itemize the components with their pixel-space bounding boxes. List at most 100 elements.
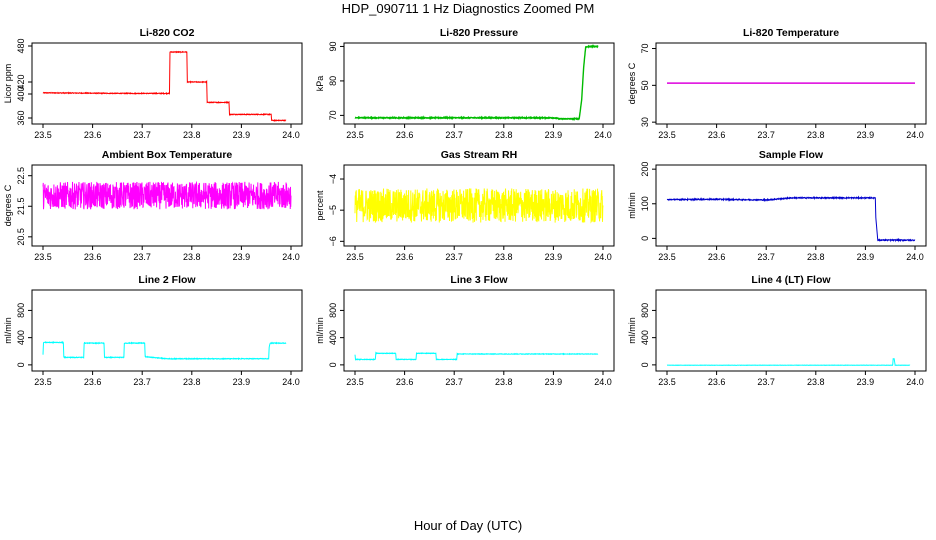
page-title: HDP_090711 1 Hz Diagnostics Zoomed PM: [341, 1, 595, 16]
chart-panel-9: Line 4 (LT) Flow ml/min 23.5 23.6 23.7 23.8 23…: [627, 274, 927, 387]
x-tick-label: 23.8: [495, 130, 513, 140]
y-axis-label: ml/min: [315, 317, 325, 344]
y-tick-label: 50: [640, 80, 650, 90]
series-line: [354, 44, 599, 122]
chart-panel-5: Gas Stream RH percent 23.5 23.6 23.7 23.8 23.9…: [315, 149, 615, 262]
panel-title: Ambient Box Temperature: [102, 149, 233, 161]
chart-panel-1: Li-820 CO2 Licor ppm 23.5 23.6 23.7 23.8 23.9 2…: [3, 27, 303, 140]
x-tick-label: 23.8: [807, 252, 825, 262]
plot-frame: [343, 289, 615, 372]
y-tick-label: 21.5: [16, 197, 26, 215]
y-tick-label: 400: [16, 86, 26, 101]
series-line: [666, 358, 911, 367]
x-tick-label: 23.9: [857, 377, 875, 387]
plot-frame: [655, 42, 927, 125]
x-tick-label: 24.0: [906, 252, 924, 262]
plot-frame: [655, 164, 927, 247]
x-tick-label: 23.5: [658, 377, 676, 387]
x-tick-label: 23.8: [495, 377, 513, 387]
y-tick-label: 0: [328, 362, 338, 367]
x-tick-label: 23.6: [84, 130, 102, 140]
chart-panel-2: Li-820 Pressure kPa 23.5 23.6 23.7 23.8 23.9 24…: [315, 27, 615, 140]
x-tick-label: 23.6: [396, 252, 414, 262]
x-tick-label: 23.7: [133, 252, 151, 262]
x-tick-label: 23.9: [233, 252, 251, 262]
plot-frame: [343, 42, 615, 125]
x-tick-label: 23.6: [84, 252, 102, 262]
x-tick-label: 23.7: [445, 377, 463, 387]
x-tick-label: 23.5: [346, 130, 364, 140]
y-tick-label: −5: [328, 205, 338, 215]
x-tick-label: 23.8: [495, 252, 513, 262]
x-tick-label: 23.5: [34, 252, 52, 262]
x-tick-label: 24.0: [594, 377, 612, 387]
x-tick-label: 24.0: [594, 252, 612, 262]
x-tick-label: 24.0: [906, 130, 924, 140]
series-line: [42, 50, 287, 122]
plot-frame: [31, 289, 303, 372]
panel-title: Line 4 (LT) Flow: [751, 274, 831, 286]
y-tick-label: 90: [328, 41, 338, 51]
y-tick-label: −6: [328, 236, 338, 246]
x-tick-label: 23.6: [396, 130, 414, 140]
x-tick-label: 23.9: [233, 377, 251, 387]
x-tick-label: 23.9: [545, 377, 563, 387]
x-tick-label: 23.7: [757, 130, 775, 140]
y-tick-label: 70: [640, 44, 650, 54]
chart-panel-4: Ambient Box Temperature degrees C 23.5 23.6…: [3, 149, 303, 262]
x-tick-label: 23.8: [807, 377, 825, 387]
y-tick-label: 480: [16, 38, 26, 53]
x-tick-label: 23.7: [757, 252, 775, 262]
y-tick-label: 400: [16, 330, 26, 345]
y-tick-label: 100: [640, 196, 650, 211]
x-tick-label: 23.5: [34, 130, 52, 140]
plot-frame: [31, 164, 303, 247]
y-tick-label: 22.5: [16, 167, 26, 185]
y-tick-label: 0: [640, 236, 650, 241]
y-tick-label: −4: [328, 174, 338, 184]
x-tick-label: 23.9: [857, 130, 875, 140]
panel-title: Li-820 CO2: [140, 27, 195, 39]
x-tick-label: 23.7: [133, 377, 151, 387]
x-tick-label: 23.9: [233, 130, 251, 140]
y-axis-label: degrees C: [627, 62, 637, 104]
y-tick-label: 200: [640, 162, 650, 177]
series-line: [354, 188, 604, 224]
y-axis-label: ml/min: [627, 317, 637, 344]
plot-frame: [655, 289, 927, 372]
x-tick-label: 23.6: [708, 130, 726, 140]
y-tick-label: 800: [328, 303, 338, 318]
x-axis-label: Hour of Day (UTC): [413, 518, 523, 533]
y-axis-label: kPa: [315, 76, 325, 92]
x-tick-label: 23.5: [658, 252, 676, 262]
y-tick-label: 20.5: [16, 228, 26, 246]
x-tick-label: 23.6: [708, 252, 726, 262]
x-tick-label: 24.0: [594, 130, 612, 140]
y-tick-label: 0: [16, 362, 26, 367]
x-tick-label: 23.6: [396, 377, 414, 387]
x-tick-label: 23.7: [757, 377, 775, 387]
x-tick-label: 23.7: [133, 130, 151, 140]
panel-title: Line 2 Flow: [138, 274, 196, 286]
x-tick-label: 23.7: [445, 252, 463, 262]
panel-title: Li-820 Pressure: [440, 27, 518, 39]
plot-frame: [343, 164, 615, 247]
y-axis-label: degrees C: [3, 184, 13, 226]
chart-panel-7: Line 2 Flow ml/min 23.5 23.6 23.7 23.8 23.9 24.…: [3, 274, 303, 387]
x-tick-label: 23.8: [183, 252, 201, 262]
y-tick-label: 420: [16, 74, 26, 89]
y-tick-label: 800: [16, 303, 26, 318]
y-tick-label: 360: [16, 110, 26, 125]
y-axis-label: percent: [315, 190, 325, 221]
y-axis-label: ml/min: [3, 317, 13, 344]
x-tick-label: 23.6: [84, 377, 102, 387]
x-tick-label: 23.9: [545, 130, 563, 140]
x-tick-label: 23.5: [34, 377, 52, 387]
x-tick-label: 23.7: [445, 130, 463, 140]
chart-panel-6: Sample Flow ml/min 23.5 23.6 23.7 23.8 23.9 24.…: [627, 149, 927, 262]
x-tick-label: 23.8: [183, 377, 201, 387]
series-line: [42, 180, 292, 210]
y-axis-label: ml/min: [627, 192, 637, 219]
y-tick-label: 400: [640, 330, 650, 345]
